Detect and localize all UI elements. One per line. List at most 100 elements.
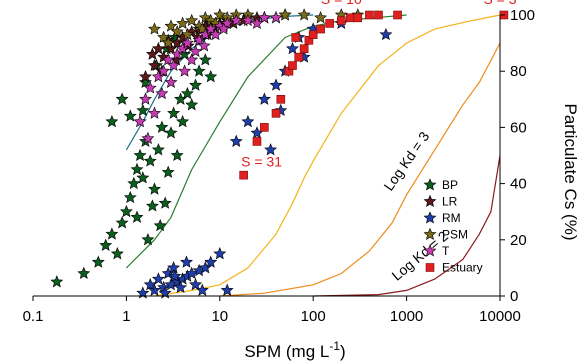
point-t (161, 53, 175, 66)
point-bp (130, 162, 144, 176)
point-t (180, 36, 194, 49)
point-bp (99, 238, 113, 251)
point-t (269, 11, 283, 24)
legend-swatch (423, 194, 437, 208)
point-rm (264, 143, 278, 156)
point-bp (136, 171, 150, 184)
point-estuary (260, 123, 269, 132)
legend-swatch (425, 263, 435, 272)
point-estuary (374, 10, 383, 20)
point-bp (189, 78, 203, 91)
point-estuary (291, 33, 301, 42)
point-bp (170, 148, 184, 162)
annotation-label: S = 31 (241, 154, 282, 170)
point-bp (123, 109, 137, 122)
x-tick-label: 100 (301, 308, 326, 325)
legend-swatch (423, 211, 437, 224)
point-bp (130, 210, 144, 223)
model-curve-3 (154, 14, 501, 297)
point-rm (229, 134, 243, 147)
point-lr (139, 70, 152, 83)
point-psm (164, 19, 178, 32)
x-tick-label: 1 (122, 308, 130, 325)
point-t (133, 115, 147, 128)
point-t (185, 53, 199, 66)
point-t (164, 75, 178, 88)
point-psm (278, 8, 292, 21)
point-bp (148, 182, 161, 195)
point-estuary (337, 16, 346, 25)
point-rm (180, 255, 193, 268)
point-estuary (294, 52, 304, 62)
point-psm (314, 11, 328, 24)
point-t (250, 16, 264, 29)
point-rm (257, 92, 271, 105)
point-estuary (299, 44, 309, 54)
point-t (151, 70, 165, 83)
point-rm (213, 247, 227, 260)
point-bp (50, 275, 64, 288)
y-tick-label: 60 (510, 119, 527, 136)
point-t (229, 13, 243, 27)
point-t (178, 64, 192, 77)
x-axis-title: SPM (mg L-1) (244, 339, 345, 361)
y-tick-label: 100 (510, 7, 535, 24)
point-estuary (346, 13, 355, 23)
point-bp (198, 53, 212, 66)
point-bp (145, 199, 159, 212)
point-t (148, 106, 161, 119)
point-estuary (316, 24, 325, 34)
y-tick-label: 40 (510, 176, 527, 193)
point-t (204, 22, 218, 35)
legend-label: PSM (442, 228, 468, 242)
point-bp (176, 115, 190, 128)
point-bp (105, 227, 119, 240)
point-estuary (353, 13, 363, 23)
tick-labels: 0.1 1 10 100 1000 10000 0 20 40 60 80 100 (23, 7, 535, 325)
point-bp (185, 98, 199, 111)
x-tick-label: 1000 (390, 308, 423, 325)
y-tick-label: 0 (510, 288, 518, 305)
point-estuary (271, 109, 281, 118)
point-rm (286, 41, 299, 55)
point-rm (204, 255, 218, 268)
point-rm (168, 269, 182, 282)
annotation-label: S = 10 (321, 0, 362, 7)
point-t (167, 58, 181, 72)
legend: BP LR RM PSM T Estuary (423, 178, 483, 275)
point-estuary (252, 137, 262, 146)
annotation-label: S = 3 (483, 0, 516, 7)
point-bp (204, 70, 218, 83)
point-estuary (393, 10, 402, 20)
point-rm (241, 115, 255, 128)
point-bp (127, 176, 141, 190)
point-bp (91, 255, 105, 268)
point-rm (174, 280, 188, 294)
point-t (241, 13, 255, 27)
point-rm (151, 272, 165, 285)
point-rm (379, 27, 393, 41)
point-t (197, 39, 211, 52)
point-t (209, 27, 222, 41)
point-rm (195, 283, 209, 296)
point-rm (189, 278, 203, 291)
point-bp (180, 86, 194, 100)
point-lr (148, 58, 161, 72)
point-bp (155, 120, 169, 133)
point-bp (105, 115, 119, 128)
model-curve-1 (125, 14, 314, 151)
model-curve-4 (219, 42, 501, 297)
y-tick-label: 80 (510, 63, 527, 80)
point-bp (153, 219, 167, 232)
point-bp (164, 126, 178, 139)
point-psm (148, 22, 161, 35)
point-psm (161, 36, 175, 49)
point-bp (115, 216, 129, 229)
point-estuary (365, 10, 374, 20)
point-psm (185, 13, 199, 27)
point-estuary (239, 170, 248, 180)
point-bp (77, 266, 91, 280)
point-bp (115, 92, 129, 105)
point-rm (167, 261, 181, 274)
point-t (155, 86, 169, 100)
